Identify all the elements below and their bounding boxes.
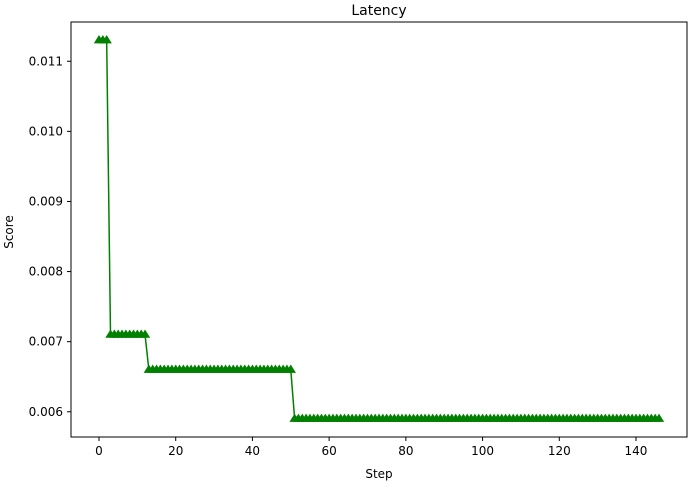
y-tick-label: 0.006 [29,405,63,419]
y-axis-label: Score [2,215,16,249]
x-tick-label: 60 [321,444,336,458]
x-tick-label: 20 [168,444,183,458]
data-point-marker [653,413,665,422]
chart-title: Latency [351,3,406,19]
x-tick-label: 140 [625,444,648,458]
data-point-marker [285,364,296,373]
x-tick-label: 100 [471,444,494,458]
x-tick-label: 0 [95,444,103,458]
y-tick-label: 0.008 [29,265,63,279]
x-tick-label: 40 [245,444,260,458]
data-point-marker [101,35,112,44]
y-tick-label: 0.011 [29,54,63,68]
x-tick-label: 80 [398,444,413,458]
y-tick-label: 0.009 [29,194,63,208]
axes-frame [70,21,688,438]
x-axis-label: Step [365,467,392,481]
x-axis-ticks: 0 20 40 60 80 100 120 140 [95,437,647,458]
y-tick-label: 0.007 [29,335,63,349]
data-point-marker [139,329,151,338]
x-tick-label: 120 [548,444,571,458]
plot-area [93,35,665,422]
y-axis-ticks: 0.006 0.007 0.008 0.009 0.010 0.011 [29,54,71,419]
y-tick-label: 0.010 [29,124,63,138]
